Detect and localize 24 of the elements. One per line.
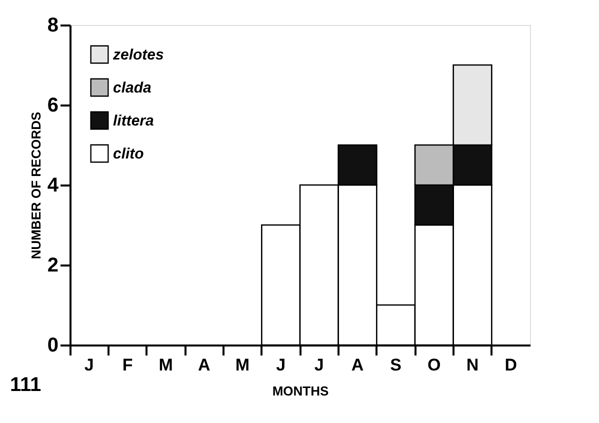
x-tick-label: M: [235, 356, 250, 374]
y-tick-label: 0: [47, 334, 58, 356]
x-tick-label: J: [84, 356, 94, 374]
x-tick-label: M: [158, 356, 173, 374]
x-axis-title: MONTHS: [272, 384, 329, 398]
legend-label: zelotes: [112, 46, 164, 64]
legend-label: clito: [113, 146, 144, 162]
x-tick-label: J: [314, 356, 324, 374]
y-tick-label: 6: [47, 94, 58, 116]
y-tick-label: 2: [47, 254, 58, 276]
x-tick-label: D: [504, 356, 517, 374]
x-tick-label: A: [351, 356, 364, 374]
text: 111: [10, 374, 42, 396]
x-tick-label: F: [122, 356, 133, 374]
x-tick-label: O: [428, 356, 441, 374]
legend-label: littera: [113, 112, 154, 130]
x-tick-label: N: [466, 356, 479, 374]
x-tick-label: S: [390, 356, 402, 374]
y-tick-label: 8: [47, 14, 58, 36]
x-tick-label: J: [276, 356, 286, 374]
y-axis-title: NUMBER OF RECORDS: [28, 112, 44, 260]
y-tick-label: 4: [47, 174, 60, 196]
x-tick-label: A: [198, 356, 210, 374]
legend-label: clada: [113, 80, 152, 96]
